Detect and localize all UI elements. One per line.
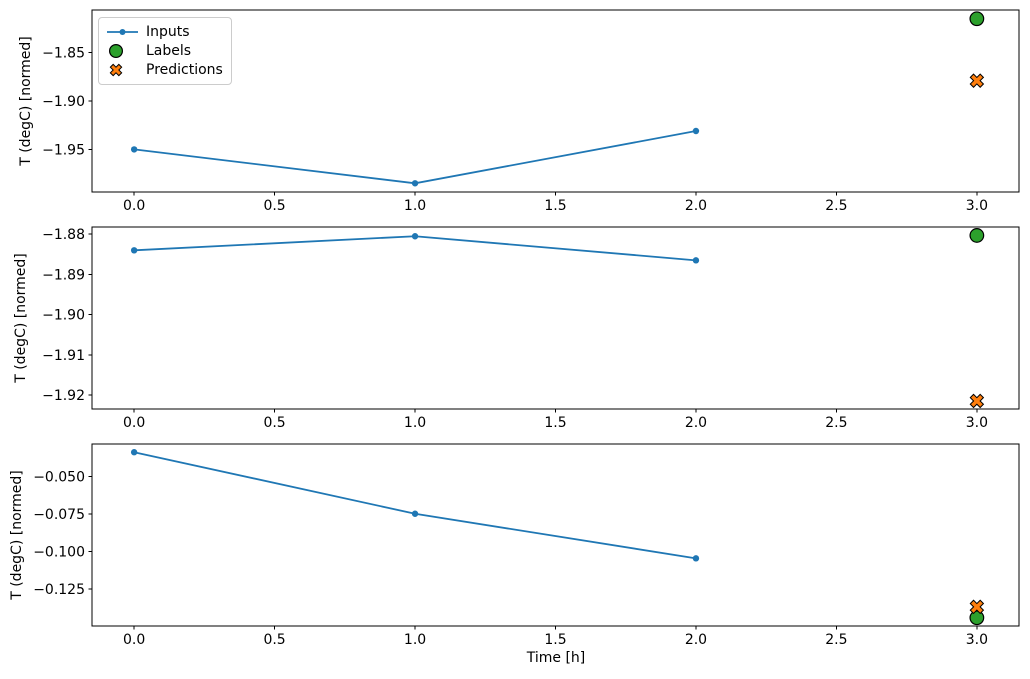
legend-label-labels: Labels [146,43,192,59]
svg-text:−0.075: −0.075 [33,507,85,523]
svg-text:1.5: 1.5 [544,198,566,214]
filled-circle-icon [106,43,139,59]
svg-text:0.0: 0.0 [123,198,145,214]
svg-text:1.5: 1.5 [544,415,566,431]
svg-text:1.5: 1.5 [544,632,566,648]
svg-text:3.0: 3.0 [966,415,988,431]
svg-text:−1.88: −1.88 [42,227,85,243]
svg-text:2.5: 2.5 [825,198,847,214]
svg-text:−1.95: −1.95 [42,142,85,158]
filled-x-icon [106,62,139,78]
legend-label-predictions: Predictions [146,62,223,78]
legend-row-inputs: Inputs [106,23,223,41]
svg-text:−1.90: −1.90 [42,308,85,324]
svg-text:−0.125: −0.125 [33,582,85,598]
svg-text:−1.85: −1.85 [42,46,85,62]
svg-text:1.0: 1.0 [404,415,426,431]
x-axis-label: Time [h] [526,650,586,666]
svg-text:2.0: 2.0 [685,415,707,431]
svg-text:−0.100: −0.100 [33,544,85,560]
svg-text:−1.90: −1.90 [42,94,85,110]
svg-text:0.0: 0.0 [123,415,145,431]
svg-text:−0.050: −0.050 [33,470,85,486]
legend-row-labels: Labels [106,42,223,60]
y-axis-label-subplot-2: T (degC) [normed] [13,253,29,383]
svg-text:2.5: 2.5 [825,632,847,648]
svg-text:3.0: 3.0 [966,198,988,214]
svg-text:2.5: 2.5 [825,415,847,431]
svg-text:0.5: 0.5 [263,415,285,431]
y-axis-label-subplot-3: T (degC) [normed] [9,470,25,600]
legend-row-predictions: Predictions [106,61,223,79]
svg-text:1.0: 1.0 [404,632,426,648]
line-with-dot-icon [106,24,139,40]
svg-text:2.0: 2.0 [685,198,707,214]
svg-text:−1.92: −1.92 [42,388,85,404]
svg-text:−1.91: −1.91 [42,348,85,364]
svg-text:0.5: 0.5 [263,198,285,214]
svg-text:0.5: 0.5 [263,632,285,648]
svg-text:2.0: 2.0 [685,632,707,648]
legend-label-inputs: Inputs [146,24,190,40]
y-axis-label-subplot-1: T (degC) [normed] [18,36,34,166]
svg-text:0.0: 0.0 [123,632,145,648]
svg-text:1.0: 1.0 [404,198,426,214]
legend: Inputs Labels Predictions [98,17,232,85]
svg-text:3.0: 3.0 [966,632,988,648]
svg-text:−1.89: −1.89 [42,267,85,283]
